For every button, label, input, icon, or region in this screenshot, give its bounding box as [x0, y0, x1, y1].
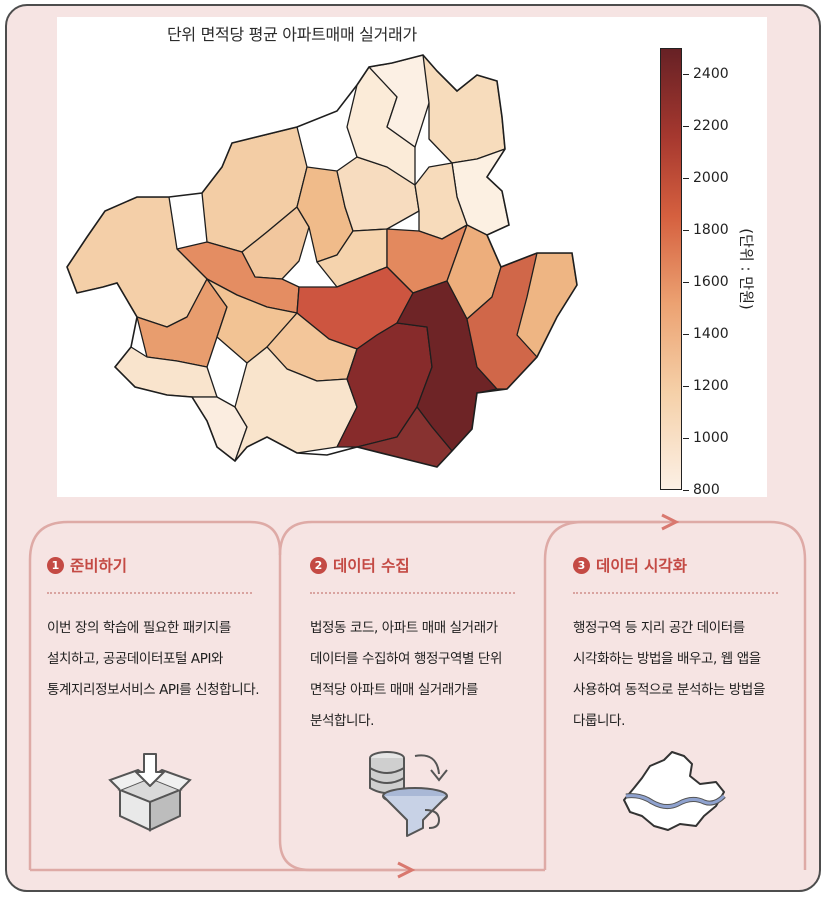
- colorbar-tick: [683, 74, 689, 75]
- district-shapes: [67, 55, 577, 467]
- colorbar-tick: [683, 438, 689, 439]
- step-description: 행정구역 등 지리 공간 데이터를 시각화하는 방법을 배우고, 웹 앱을 사용…: [573, 620, 765, 729]
- dotted-divider: [47, 592, 252, 594]
- step-number-badge: 2: [310, 556, 327, 574]
- colorbar-tick: [683, 178, 689, 179]
- dotted-divider: [310, 592, 515, 594]
- colorbar-tick: [683, 490, 689, 491]
- colorbar-tick: [683, 334, 689, 335]
- step-card-prepare: 1 준비하기 이번 장의 학습에 필요한 패키지를 설치하고, 공공데이터포털 …: [20, 520, 278, 875]
- colorbar-tick-label: 2200: [693, 118, 729, 134]
- arrow-right-icon: [397, 861, 416, 879]
- step-description: 법정동 코드, 아파트 매매 실거래가 데이터를 수집하여 행정구역별 단위 면…: [310, 620, 502, 729]
- colorbar-tick: [683, 126, 689, 127]
- colorbar-tick-label: 1400: [693, 326, 729, 342]
- seoul-outline: [66, 54, 578, 468]
- arrow-right-icon: [661, 513, 680, 531]
- step-card-collect: 2 데이터 수집 법정동 코드, 아파트 매매 실거래가 데이터를 수집하여 행…: [283, 520, 541, 875]
- colorbar-tick-label: 2400: [693, 66, 729, 82]
- step-title: 2 데이터 수집: [310, 554, 410, 576]
- colorbar-tick: [683, 386, 689, 387]
- colorbar-tick: [683, 230, 689, 231]
- seoul-district-map: [66, 54, 578, 468]
- step-title-text: 준비하기: [70, 557, 128, 575]
- open-box-download-icon: [108, 753, 192, 832]
- colorbar-tick-label: 1600: [693, 274, 729, 290]
- colorbar-tick-label: 1800: [693, 222, 729, 238]
- step-number-badge: 1: [47, 556, 64, 574]
- colorbar-tick-label: 2000: [693, 170, 729, 186]
- step-description: 이번 장의 학습에 필요한 패키지를 설치하고, 공공데이터포털 API와 통계…: [47, 620, 260, 698]
- colorbar-tick: [683, 282, 689, 283]
- step-number-badge: 3: [573, 556, 590, 574]
- map-title: 단위 면적당 평균 아파트매매 실거래가: [167, 25, 417, 44]
- colorbar-tick-label: 1200: [693, 378, 729, 394]
- choropleth-figure: 단위 면적당 평균 아파트매매 실거래가: [57, 17, 767, 498]
- step-title: 3 데이터 시각화: [573, 554, 687, 576]
- dotted-divider: [573, 592, 778, 594]
- database-funnel-icon: [369, 751, 448, 837]
- step-title-text: 데이터 수집: [333, 557, 410, 575]
- step-title: 1 준비하기: [47, 554, 127, 576]
- colorbar: [660, 48, 682, 490]
- colorbar-tick-label: 1000: [693, 430, 729, 446]
- seoul-map-icon: [623, 751, 726, 831]
- step-card-visualize: 3 데이터 시각화 행정구역 등 지리 공간 데이터를 시각화하는 방법을 배우…: [546, 520, 804, 875]
- step-title-text: 데이터 시각화: [596, 557, 687, 575]
- colorbar-tick-label: 800: [693, 482, 720, 498]
